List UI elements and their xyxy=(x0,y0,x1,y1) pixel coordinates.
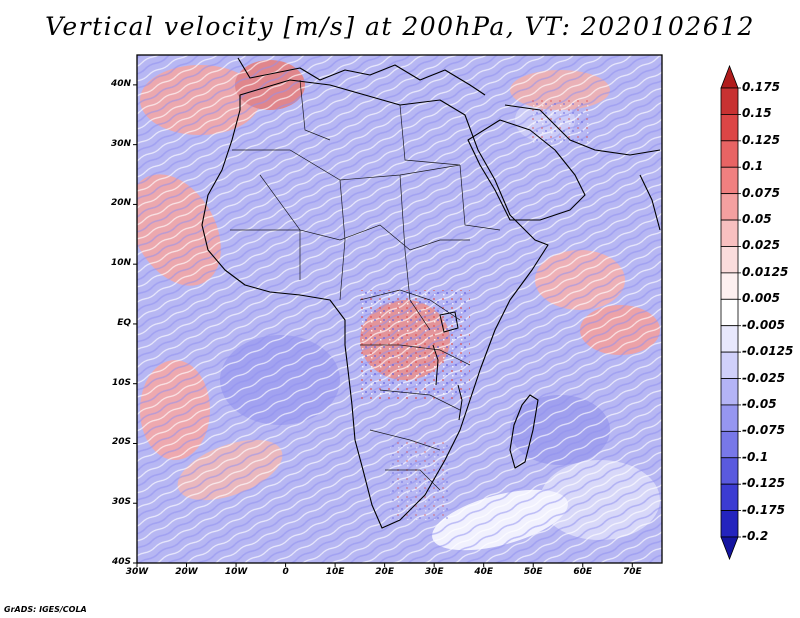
colorbar-bin xyxy=(720,87,739,115)
lon-tick-label: 40E xyxy=(474,567,494,577)
lon-tick-label: 10W xyxy=(224,567,248,577)
lake-tanganyika xyxy=(432,344,439,386)
longitude-ticks xyxy=(136,563,633,567)
colorbar-bin xyxy=(720,510,739,538)
colorbar-bin xyxy=(720,219,739,247)
colorbar-level-label: 0.005 xyxy=(742,291,780,306)
colorbar-level-label: -0.0125 xyxy=(742,344,794,359)
lat-tick-label: 40S xyxy=(111,557,131,567)
lat-tick-label: 30N xyxy=(110,138,131,149)
colorbar-bin xyxy=(720,430,739,459)
lat-tick-label: 10S xyxy=(111,377,131,388)
colorbar-bottom-arrow xyxy=(720,536,739,561)
colorbar-level-label: -0.075 xyxy=(742,423,785,438)
colorbar-level-label: 0.05 xyxy=(742,212,772,227)
colorbar-level-label: 0.075 xyxy=(742,185,780,200)
map-plot-area xyxy=(137,55,662,563)
colorbar-level-label: 0.175 xyxy=(742,80,780,94)
colorbar-bin xyxy=(720,272,739,300)
colorbar-level-label: 0.1 xyxy=(742,159,764,174)
india-coastline xyxy=(639,174,661,231)
iran-coastline xyxy=(504,104,661,156)
convective-speckle-south xyxy=(390,440,450,520)
lon-tick-label: 60E xyxy=(573,567,593,577)
colorbar-bin xyxy=(720,140,739,168)
colorbar-level-label: 0.125 xyxy=(742,132,780,147)
convective-speckle-iran xyxy=(530,100,590,145)
lake-malawi xyxy=(457,384,463,421)
arabia-coastline xyxy=(467,119,586,221)
colorbar-bin xyxy=(720,166,739,195)
colorbar-level-label: 0.15 xyxy=(742,106,772,121)
lat-tick-label: 40N xyxy=(110,78,131,89)
colorbar-bin xyxy=(720,246,739,274)
lakes xyxy=(432,311,463,421)
grads-credit: GrADS: IGES/COLA xyxy=(4,605,87,614)
lon-tick-label: 0 xyxy=(282,567,289,577)
colorbar-bin xyxy=(720,483,739,511)
coastlines xyxy=(201,57,661,529)
lon-tick-label: 20W xyxy=(175,567,198,577)
colorbar-level-label: -0.175 xyxy=(742,502,785,517)
lake-victoria xyxy=(439,311,459,333)
colorbar-level-label: -0.1 xyxy=(742,449,769,464)
chart-title: Vertical velocity [m/s] at 200hPa, VT: 2… xyxy=(45,12,755,41)
colorbar-bin xyxy=(720,114,739,142)
colorbar-bin xyxy=(720,404,739,432)
colorbar-level-label: -0.005 xyxy=(742,317,785,332)
colorbar-bin xyxy=(720,457,739,485)
colorbar-level-label: 0.025 xyxy=(742,238,780,253)
lat-tick-label: 10N xyxy=(110,258,131,269)
colorbar-bin xyxy=(720,298,739,327)
lon-tick-label: 30W xyxy=(125,567,149,577)
colorbar-level-label: 0.0125 xyxy=(742,264,789,279)
colorbar-level-label: -0.05 xyxy=(742,396,777,411)
colorbar-level-label: -0.2 xyxy=(742,529,769,543)
lon-tick-label: 20E xyxy=(375,567,394,577)
colorbar-bin xyxy=(720,351,739,379)
lat-tick-label: EQ xyxy=(117,317,131,328)
colorbar-bin xyxy=(720,325,739,353)
colorbar-bin xyxy=(720,193,739,221)
colorbar-level-label: -0.025 xyxy=(742,370,785,385)
lat-tick-label: 20S xyxy=(111,437,131,448)
lat-tick-label: 20N xyxy=(110,198,131,209)
lon-tick-label: 30E xyxy=(424,567,444,577)
colorbar-bin xyxy=(720,378,739,406)
lon-tick-label: 50E xyxy=(523,567,543,577)
colorbar-level-label: -0.125 xyxy=(742,476,785,491)
latitude-ticks xyxy=(133,84,137,564)
colorbar-top-arrow xyxy=(720,64,739,89)
madagascar-coastline xyxy=(509,394,539,469)
map-frame xyxy=(136,54,663,564)
lat-tick-label: 30S xyxy=(111,497,131,508)
europe-coastline xyxy=(237,57,486,96)
lon-tick-label: 70E xyxy=(622,567,642,577)
lon-tick-label: 10E xyxy=(325,567,345,577)
country-borders xyxy=(230,79,501,491)
africa-coastline xyxy=(201,79,549,529)
colorbar xyxy=(720,64,741,561)
